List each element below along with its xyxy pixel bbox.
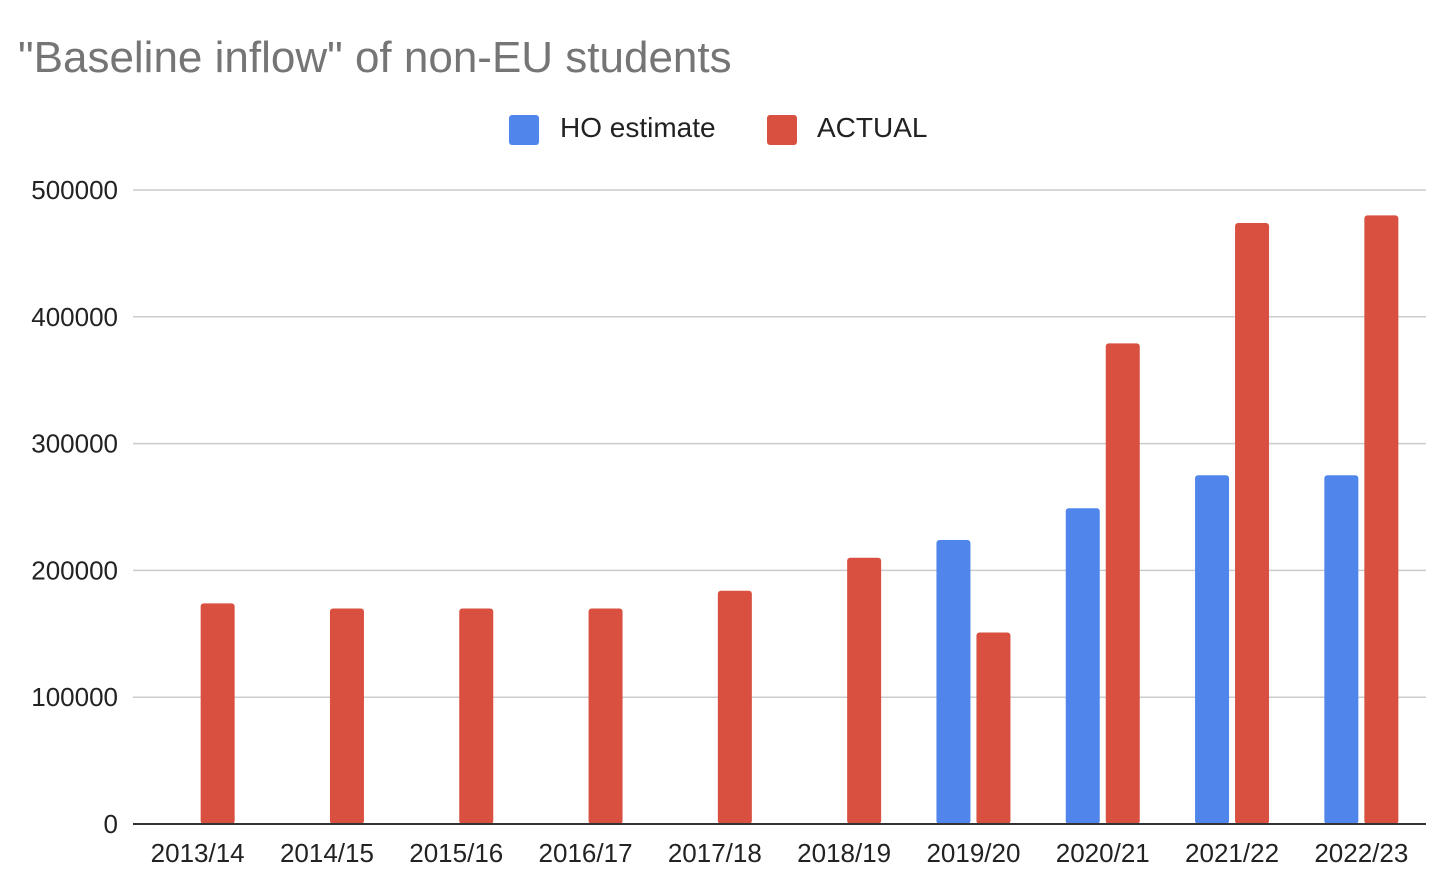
bar-actual-2019-20	[976, 632, 1011, 824]
x-tick-label: 2020/21	[1056, 838, 1150, 868]
y-tick-label: 400000	[31, 302, 118, 332]
bars	[200, 215, 1399, 825]
y-tick-label: 300000	[31, 429, 118, 459]
x-tick-label: 2022/23	[1314, 838, 1408, 868]
bar-actual-2022-23	[1364, 215, 1399, 825]
x-tick-label: 2019/20	[926, 838, 1020, 868]
y-tick-label: 0	[104, 809, 118, 839]
legend-label-actual: ACTUAL	[817, 112, 927, 143]
x-tick-label: 2014/15	[280, 838, 374, 868]
bar-ho-estimate-2019-20	[936, 539, 971, 824]
x-tick-label: 2018/19	[797, 838, 891, 868]
bar-ho-estimate-2021-22	[1195, 475, 1230, 824]
bar-ho-estimate-2020-21	[1065, 508, 1100, 824]
y-axis-ticks: 0 100000 200000 300000 400000 500000	[31, 175, 118, 839]
chart-title: "Baseline inflow" of non-EU students	[18, 33, 732, 82]
bar-actual-2018-19	[847, 557, 882, 824]
x-tick-label: 2021/22	[1185, 838, 1279, 868]
legend-swatch-ho-estimate	[509, 115, 539, 145]
bar-actual-2016-17	[588, 608, 623, 824]
bar-actual-2017-18	[717, 590, 752, 824]
legend: HO estimate ACTUAL	[509, 112, 927, 145]
y-tick-label: 500000	[31, 175, 118, 205]
x-axis-ticks: 2013/14 2014/15 2015/16 2016/17 2017/18 2018/…	[151, 838, 1409, 868]
bar-ho-estimate-2022-23	[1324, 475, 1359, 824]
bar-actual-2021-22	[1235, 222, 1270, 824]
x-tick-label: 2017/18	[668, 838, 762, 868]
bar-actual-2020-21	[1105, 343, 1140, 824]
x-tick-label: 2013/14	[151, 838, 245, 868]
legend-swatch-actual	[767, 115, 797, 145]
bar-actual-2014-15	[329, 608, 364, 824]
bar-actual-2013-14	[200, 603, 235, 824]
x-tick-label: 2016/17	[539, 838, 633, 868]
legend-label-ho-estimate: HO estimate	[560, 112, 716, 143]
x-tick-label: 2015/16	[409, 838, 503, 868]
gridlines	[133, 189, 1426, 698]
y-tick-label: 200000	[31, 555, 118, 585]
bar-actual-2015-16	[459, 608, 494, 824]
y-tick-label: 100000	[31, 682, 118, 712]
